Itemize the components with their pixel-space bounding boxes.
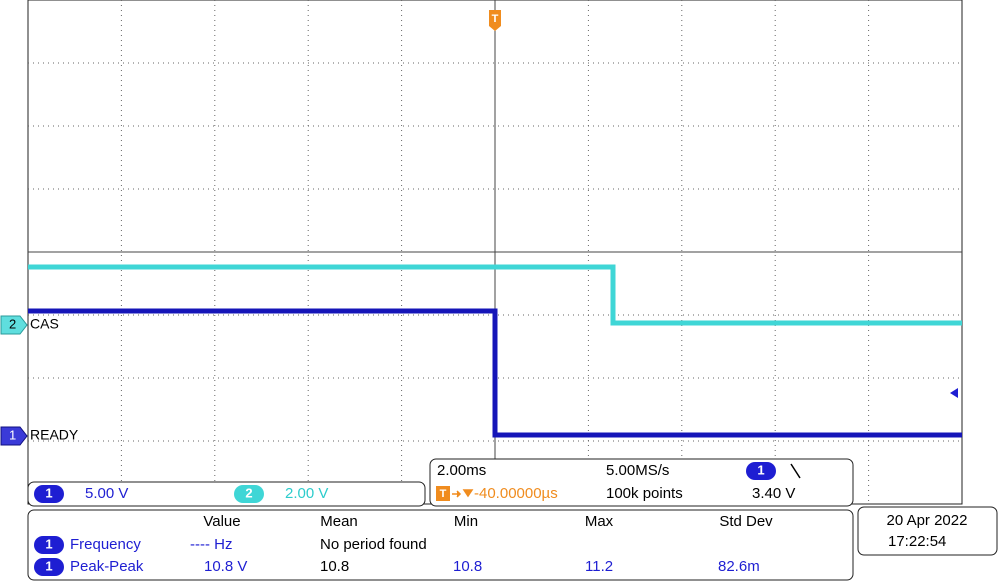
- trigger-level-arrow: [950, 388, 958, 398]
- measurement-cell: 10.8: [453, 558, 482, 575]
- measurement-name: Frequency: [70, 536, 141, 553]
- trigger-source-badge: [746, 462, 776, 480]
- column-header: Min: [454, 513, 478, 530]
- measurement-name: Peak-Peak: [70, 558, 144, 575]
- ch1-badge: [34, 485, 64, 503]
- measurement-cell: ---- Hz: [190, 536, 232, 553]
- time: 17:22:54: [888, 533, 946, 550]
- trace-ch2: [28, 264, 962, 326]
- trigger-level: 3.40 V: [752, 485, 795, 502]
- ch1-marker-number: 1: [9, 427, 16, 442]
- measurement-cell: 10.8: [320, 558, 349, 575]
- datetime-box: [857, 506, 998, 556]
- measurement-table: Value Mean Min Max Std Dev 1 Frequency ---- Hz N…: [34, 513, 773, 576]
- measurement-cell: No period found: [320, 536, 427, 553]
- measurement-cell: 11.2: [585, 558, 613, 575]
- ch1-marker: [0, 426, 28, 446]
- trigger-pos-icon: [436, 486, 450, 501]
- ch2-scale: 2.00 V: [285, 485, 328, 502]
- ch2-badge-number: 2: [245, 485, 252, 500]
- measurement-cell: 10.8 V: [204, 558, 247, 575]
- column-header: Value: [203, 513, 240, 530]
- row-channel: 1: [45, 536, 52, 551]
- column-header: Mean: [320, 513, 358, 530]
- time-scale: 2.00ms: [437, 462, 486, 479]
- row-badge: [34, 536, 64, 554]
- ch1-scale: 5.00 V: [85, 485, 128, 502]
- trigger-slope: [790, 463, 801, 479]
- trigger-pos-arrow: [452, 489, 474, 498]
- trigger-pos-icon-text: T: [440, 488, 447, 500]
- measurement-cell: 82.6m: [718, 558, 760, 575]
- ch1-badge-number: 1: [45, 485, 52, 500]
- channel-scale-box: [27, 481, 426, 507]
- ch1-label: READY: [30, 427, 79, 443]
- trigger-marker: T: [489, 10, 501, 31]
- ch2-marker: [0, 315, 28, 335]
- column-header: Std Dev: [719, 513, 773, 530]
- record-length: 100k points: [606, 485, 683, 502]
- ch2-label: CAS: [30, 316, 59, 332]
- ch2-badge: [234, 485, 264, 503]
- measurement-box: [27, 509, 854, 581]
- row-badge: [34, 558, 64, 576]
- column-header: Max: [585, 513, 614, 530]
- trace-ch1: [28, 308, 962, 438]
- ch2-marker-number: 2: [9, 316, 16, 331]
- trigger-position: -40.00000µs: [474, 485, 558, 502]
- date: 20 Apr 2022: [887, 512, 968, 529]
- sample-rate: 5.00MS/s: [606, 462, 669, 479]
- trigger-source: 1: [757, 462, 764, 477]
- row-channel: 1: [45, 558, 52, 573]
- trigger-marker-text: T: [492, 13, 499, 25]
